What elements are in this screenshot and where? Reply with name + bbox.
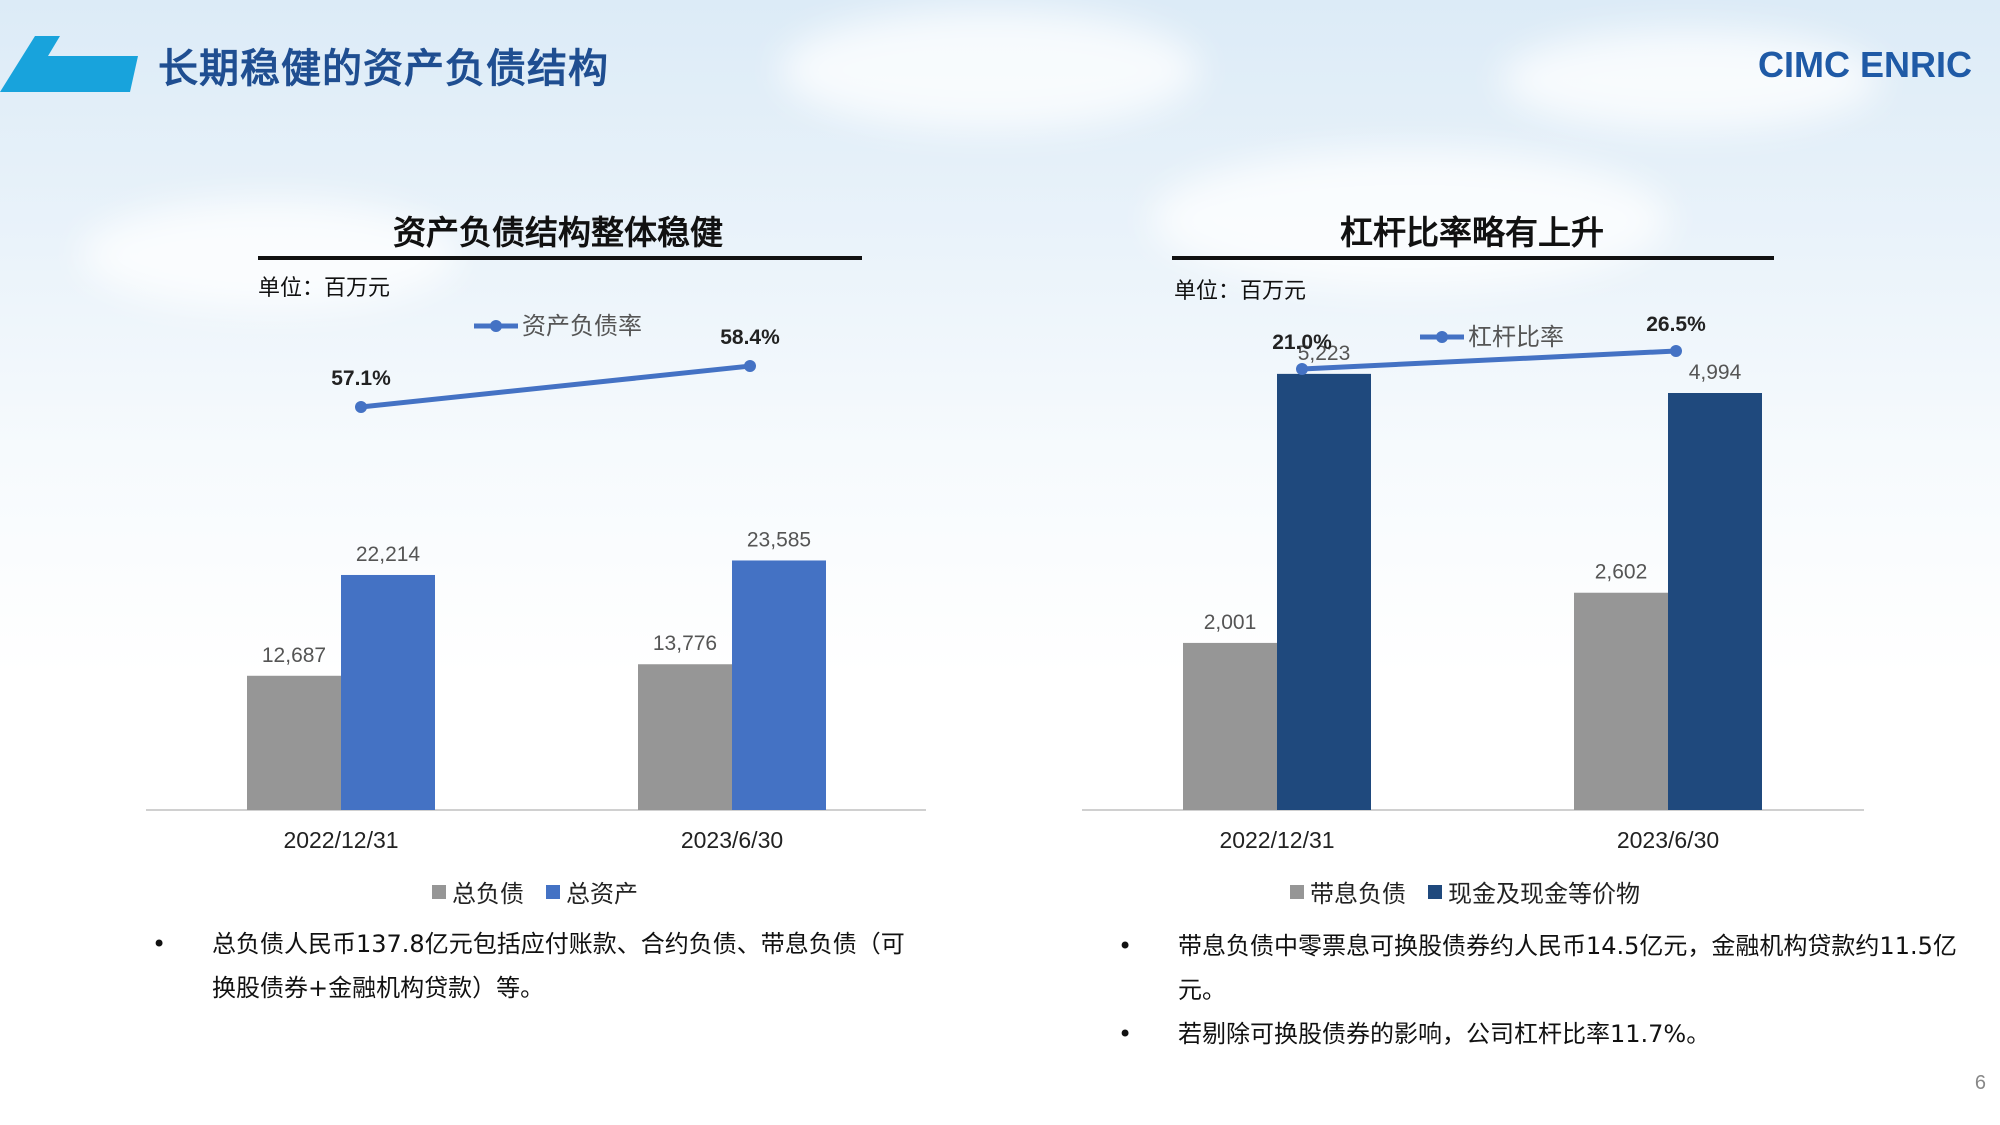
bar-1-0 xyxy=(341,574,435,810)
bar-0-0 xyxy=(1183,642,1277,810)
bullet-item: • 若剔除可换股债券的影响，公司杠杆比率11.7%。 xyxy=(1118,1012,1958,1056)
bar-0-1 xyxy=(638,664,732,810)
left-bullets: • 总负债人民币137.8亿元包括应付账款、合约负债、带息负债（可换股债券+金融… xyxy=(152,922,912,1010)
line-legend-label: 杠杆比率 xyxy=(1468,323,1564,351)
left-legend: 总负债 总资产 xyxy=(432,874,638,909)
brand-logo: CIMC ENRIC xyxy=(1758,44,1972,85)
x-tick-label: 2023/6/30 xyxy=(1617,827,1719,853)
data-label: 2,602 xyxy=(1595,561,1648,584)
data-label: 23,585 xyxy=(747,528,811,551)
bar-0-1 xyxy=(1574,592,1668,810)
background-cloud xyxy=(80,200,460,310)
right-title-rule xyxy=(1172,256,1774,260)
rate-point xyxy=(744,360,756,373)
legend-label: 现金及现金等价物 xyxy=(1448,880,1640,908)
legend-label: 总资产 xyxy=(566,880,638,908)
bullet-dot: • xyxy=(152,930,167,958)
bar-1-1 xyxy=(1668,393,1762,810)
legend-swatch xyxy=(1290,884,1304,899)
x-tick-label: 2022/12/31 xyxy=(1219,827,1334,853)
background-cloud xyxy=(1150,150,1670,290)
legend-item-total-liabilities: 总负债 xyxy=(432,874,524,909)
left-unit-label: 单位：百万元 xyxy=(258,276,391,301)
line-legend-marker xyxy=(1436,331,1448,343)
data-label: 2,001 xyxy=(1204,611,1257,634)
bullet-text: 带息负债中零票息可换股债券约人民币14.5亿元，金融机构贷款约11.5亿元。 xyxy=(1178,932,1957,1004)
rate-label: 57.1% xyxy=(331,367,391,390)
bullet-dot: • xyxy=(1118,932,1133,960)
legend-item-interest-bearing-debt: 带息负债 xyxy=(1290,874,1406,909)
right-bullets: • 带息负债中零票息可换股债券约人民币14.5亿元，金融机构贷款约11.5亿元。… xyxy=(1118,924,1958,1056)
legend-label: 带息负债 xyxy=(1310,880,1406,908)
page-number: 6 xyxy=(1974,1072,1986,1094)
bullet-text: 总负债人民币137.8亿元包括应付账款、合约负债、带息负债（可换股债券+金融机构… xyxy=(212,930,905,1002)
left-chart-title: 资产负债结构整体稳健 xyxy=(393,213,723,252)
background-cloud xyxy=(1500,30,1880,130)
line-legend-marker xyxy=(490,320,502,332)
legend-swatch xyxy=(546,884,560,899)
right-chart-title: 杠杆比率略有上升 xyxy=(1340,213,1604,252)
x-tick-label: 2022/12/31 xyxy=(283,827,398,853)
legend-item-cash: 现金及现金等价物 xyxy=(1428,874,1640,909)
right-unit-label: 单位：百万元 xyxy=(1174,279,1307,304)
data-label: 4,994 xyxy=(1689,361,1742,384)
data-label: 13,776 xyxy=(653,632,717,655)
left-title-rule xyxy=(258,256,862,260)
rate-label: 21.0% xyxy=(1272,331,1332,354)
legend-swatch xyxy=(1428,884,1442,899)
page-title: 长期稳健的资产负债结构 xyxy=(158,46,609,92)
header-accent-shape xyxy=(0,36,138,92)
legend-swatch xyxy=(432,884,446,899)
legend-item-total-assets: 总资产 xyxy=(546,874,638,909)
x-tick-label: 2023/6/30 xyxy=(681,827,783,853)
bullet-text: 若剔除可换股债券的影响，公司杠杆比率11.7%。 xyxy=(1178,1020,1711,1048)
rate-line xyxy=(360,363,751,410)
bullet-dot: • xyxy=(1118,1020,1133,1048)
rate-label: 26.5% xyxy=(1646,313,1706,336)
line-legend-label: 资产负债率 xyxy=(522,312,642,340)
rate-point xyxy=(1670,345,1682,358)
bar-1-1 xyxy=(732,560,826,810)
data-label: 12,687 xyxy=(262,644,326,667)
data-label: 22,214 xyxy=(356,543,421,566)
rate-point xyxy=(1296,363,1308,375)
bar-1-0 xyxy=(1277,373,1371,810)
right-legend: 带息负债 现金及现金等价物 xyxy=(1290,874,1640,909)
rate-point xyxy=(355,401,367,413)
rate-label: 58.4% xyxy=(720,326,780,349)
bullet-item: • 带息负债中零票息可换股债券约人民币14.5亿元，金融机构贷款约11.5亿元。 xyxy=(1118,924,1958,1012)
background-cloud xyxy=(780,10,1200,130)
bullet-item: • 总负债人民币137.8亿元包括应付账款、合约负债、带息负债（可换股债券+金融… xyxy=(152,922,912,1010)
rate-line xyxy=(1301,348,1677,372)
legend-label: 总负债 xyxy=(452,880,524,908)
bar-0-0 xyxy=(247,675,341,810)
data-label: 5,223 xyxy=(1298,342,1351,365)
